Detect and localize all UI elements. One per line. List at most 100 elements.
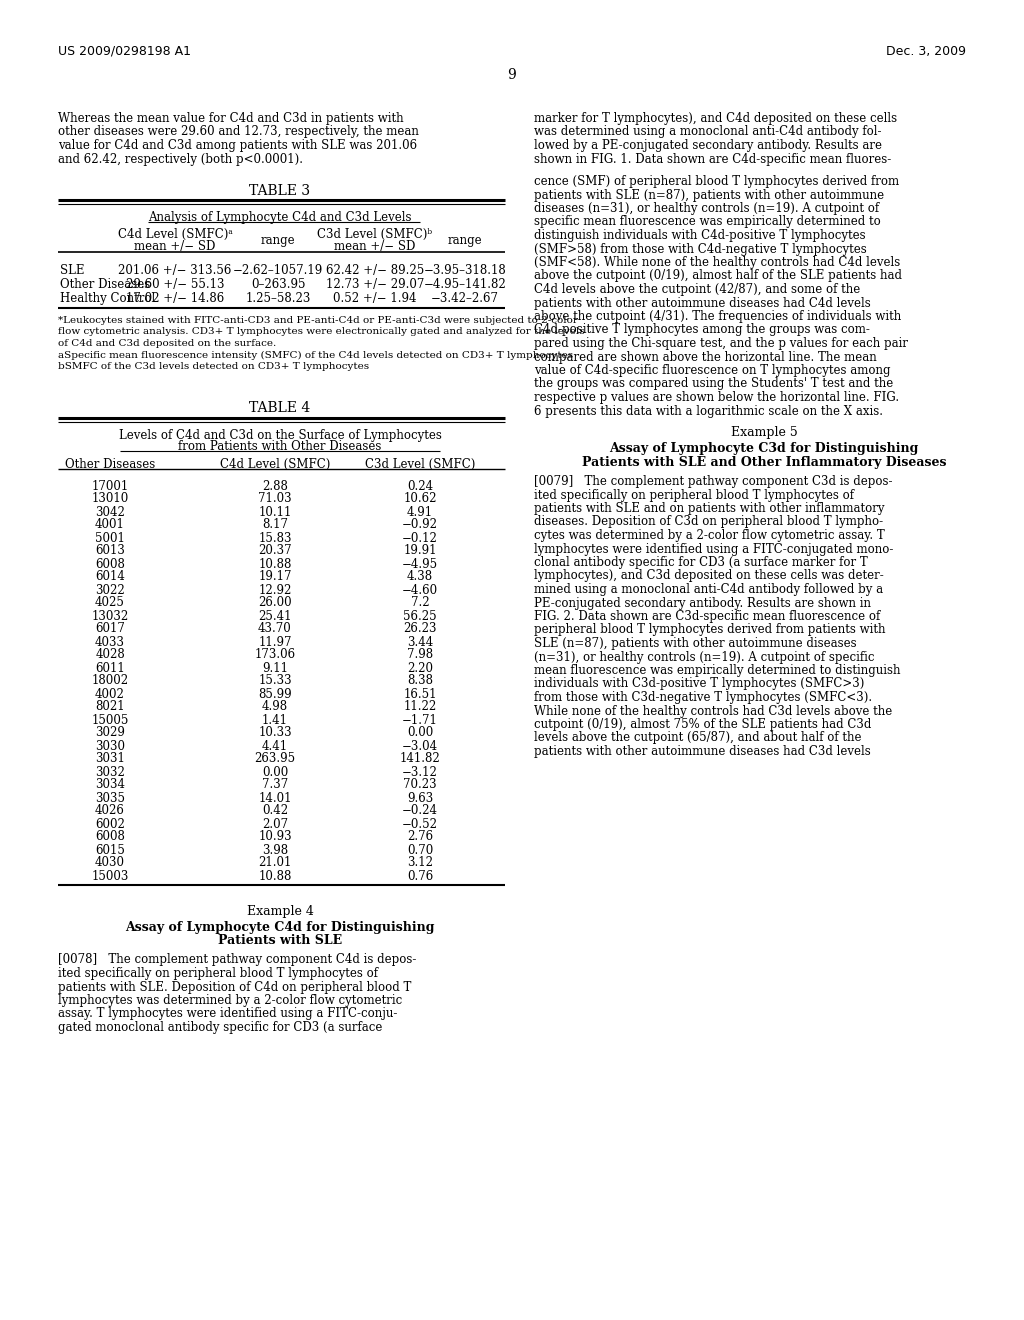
Text: assay. T lymphocytes were identified using a FITC-conju-: assay. T lymphocytes were identified usi… — [58, 1007, 397, 1020]
Text: clonal antibody specific for CD3 (a surface marker for T: clonal antibody specific for CD3 (a surf… — [534, 556, 867, 569]
Text: compared are shown above the horizontal line. The mean: compared are shown above the horizontal … — [534, 351, 877, 363]
Text: value of C4d-specific fluorescence on T lymphocytes among: value of C4d-specific fluorescence on T … — [534, 364, 891, 378]
Text: 12.73 +/− 29.07: 12.73 +/− 29.07 — [326, 279, 424, 290]
Text: C4d levels above the cutpoint (42/87), and some of the: C4d levels above the cutpoint (42/87), a… — [534, 282, 860, 296]
Text: 7.37: 7.37 — [262, 779, 288, 792]
Text: 10.11: 10.11 — [258, 506, 292, 519]
Text: Analysis of Lymphocyte C4d and C3d Levels: Analysis of Lymphocyte C4d and C3d Level… — [148, 211, 412, 224]
Text: 13010: 13010 — [91, 492, 129, 506]
Text: (SMF>58) from those with C4d-negative T lymphocytes: (SMF>58) from those with C4d-negative T … — [534, 243, 866, 256]
Text: 2.76: 2.76 — [407, 830, 433, 843]
Text: 3032: 3032 — [95, 766, 125, 779]
Text: 18002: 18002 — [91, 675, 129, 688]
Text: ited specifically on peripheral blood T lymphocytes of: ited specifically on peripheral blood T … — [58, 968, 378, 979]
Text: C3d Level (SMFC)ᵇ: C3d Level (SMFC)ᵇ — [317, 228, 432, 242]
Text: from those with C3d-negative T lymphocytes (SMFC<3).: from those with C3d-negative T lymphocyt… — [534, 690, 872, 704]
Text: above the cutpoint (4/31). The frequencies of individuals with: above the cutpoint (4/31). The frequenci… — [534, 310, 901, 323]
Text: cence (SMF) of peripheral blood T lymphocytes derived from: cence (SMF) of peripheral blood T lympho… — [534, 176, 899, 187]
Text: C4d Level (SMFC)ᵃ: C4d Level (SMFC)ᵃ — [118, 228, 232, 242]
Text: lymphocytes were identified using a FITC-conjugated mono-: lymphocytes were identified using a FITC… — [534, 543, 893, 556]
Text: other diseases were 29.60 and 12.73, respectively, the mean: other diseases were 29.60 and 12.73, res… — [58, 125, 419, 139]
Text: 9.11: 9.11 — [262, 661, 288, 675]
Text: C3d Level (SMFC): C3d Level (SMFC) — [365, 458, 475, 470]
Text: 56.25: 56.25 — [403, 610, 437, 623]
Text: 62.42 +/− 89.25: 62.42 +/− 89.25 — [326, 264, 424, 277]
Text: 3034: 3034 — [95, 779, 125, 792]
Text: −3.12: −3.12 — [402, 766, 438, 779]
Text: of C4d and C3d deposited on the surface.: of C4d and C3d deposited on the surface. — [58, 339, 276, 348]
Text: −2.62–1057.19: −2.62–1057.19 — [232, 264, 324, 277]
Text: pared using the Chi-square test, and the p values for each pair: pared using the Chi-square test, and the… — [534, 337, 908, 350]
Text: 3022: 3022 — [95, 583, 125, 597]
Text: While none of the healthy controls had C3d levels above the: While none of the healthy controls had C… — [534, 705, 892, 718]
Text: 70.23: 70.23 — [403, 779, 437, 792]
Text: Patients with SLE: Patients with SLE — [218, 935, 342, 948]
Text: 6014: 6014 — [95, 570, 125, 583]
Text: and 62.42, respectively (both p<0.0001).: and 62.42, respectively (both p<0.0001). — [58, 153, 303, 165]
Text: 4.38: 4.38 — [407, 570, 433, 583]
Text: 0.76: 0.76 — [407, 870, 433, 883]
Text: 7.98: 7.98 — [407, 648, 433, 661]
Text: above the cutpoint (0/19), almost half of the SLE patients had: above the cutpoint (0/19), almost half o… — [534, 269, 902, 282]
Text: PE-conjugated secondary antibody. Results are shown in: PE-conjugated secondary antibody. Result… — [534, 597, 871, 610]
Text: TABLE 3: TABLE 3 — [250, 183, 310, 198]
Text: 10.62: 10.62 — [403, 492, 437, 506]
Text: 9: 9 — [508, 69, 516, 82]
Text: 0.70: 0.70 — [407, 843, 433, 857]
Text: lymphocytes was determined by a 2-color flow cytometric: lymphocytes was determined by a 2-color … — [58, 994, 402, 1007]
Text: 2.07: 2.07 — [262, 817, 288, 830]
Text: 8.38: 8.38 — [407, 675, 433, 688]
Text: 0.00: 0.00 — [262, 766, 288, 779]
Text: 263.95: 263.95 — [254, 752, 296, 766]
Text: 4025: 4025 — [95, 597, 125, 610]
Text: 0.52 +/− 1.94: 0.52 +/− 1.94 — [333, 292, 417, 305]
Text: 2.88: 2.88 — [262, 479, 288, 492]
Text: −1.71: −1.71 — [402, 714, 438, 726]
Text: 141.82: 141.82 — [399, 752, 440, 766]
Text: 8.17: 8.17 — [262, 519, 288, 532]
Text: 16.51: 16.51 — [403, 688, 437, 701]
Text: bSMFC of the C3d levels detected on CD3+ T lymphocytes: bSMFC of the C3d levels detected on CD3+… — [58, 362, 369, 371]
Text: Other Diseases: Other Diseases — [60, 279, 151, 290]
Text: Patients with SLE and Other Inflammatory Diseases: Patients with SLE and Other Inflammatory… — [582, 455, 946, 469]
Text: 29.60 +/− 55.13: 29.60 +/− 55.13 — [126, 279, 224, 290]
Text: −3.42–2.67: −3.42–2.67 — [431, 292, 499, 305]
Text: US 2009/0298198 A1: US 2009/0298198 A1 — [58, 45, 191, 58]
Text: SLE: SLE — [60, 264, 85, 277]
Text: from Patients with Other Diseases: from Patients with Other Diseases — [178, 441, 382, 454]
Text: Other Diseases: Other Diseases — [65, 458, 155, 470]
Text: 19.91: 19.91 — [403, 544, 437, 557]
Text: (n=31), or healthy controls (n=19). A cutpoint of specific: (n=31), or healthy controls (n=19). A cu… — [534, 651, 874, 664]
Text: 6015: 6015 — [95, 843, 125, 857]
Text: 4028: 4028 — [95, 648, 125, 661]
Text: flow cytometric analysis. CD3+ T lymphocytes were electronically gated and analy: flow cytometric analysis. CD3+ T lymphoc… — [58, 327, 585, 337]
Text: 4.91: 4.91 — [407, 506, 433, 519]
Text: value for C4d and C3d among patients with SLE was 201.06: value for C4d and C3d among patients wit… — [58, 139, 417, 152]
Text: 21.01: 21.01 — [258, 857, 292, 870]
Text: patients with other autoimmune diseases had C3d levels: patients with other autoimmune diseases … — [534, 744, 870, 758]
Text: mean +/− SD: mean +/− SD — [334, 240, 416, 253]
Text: 4.98: 4.98 — [262, 701, 288, 714]
Text: specific mean fluorescence was empirically determined to: specific mean fluorescence was empirical… — [534, 215, 881, 228]
Text: 15.83: 15.83 — [258, 532, 292, 544]
Text: 2.20: 2.20 — [407, 661, 433, 675]
Text: −0.12: −0.12 — [402, 532, 438, 544]
Text: −4.95: −4.95 — [402, 557, 438, 570]
Text: lymphocytes), and C3d deposited on these cells was deter-: lymphocytes), and C3d deposited on these… — [534, 569, 884, 582]
Text: 15003: 15003 — [91, 870, 129, 883]
Text: shown in FIG. 1. Data shown are C4d-specific mean fluores-: shown in FIG. 1. Data shown are C4d-spec… — [534, 153, 891, 165]
Text: cytes was determined by a 2-color flow cytometric assay. T: cytes was determined by a 2-color flow c… — [534, 529, 885, 543]
Text: 10.88: 10.88 — [258, 557, 292, 570]
Text: marker for T lymphocytes), and C4d deposited on these cells: marker for T lymphocytes), and C4d depos… — [534, 112, 897, 125]
Text: 4002: 4002 — [95, 688, 125, 701]
Text: *Leukocytes stained with FITC-anti-CD3 and PE-anti-C4d or PE-anti-C3d were subje: *Leukocytes stained with FITC-anti-CD3 a… — [58, 315, 578, 325]
Text: 11.97: 11.97 — [258, 635, 292, 648]
Text: 4001: 4001 — [95, 519, 125, 532]
Text: (SMF<58). While none of the healthy controls had C4d levels: (SMF<58). While none of the healthy cont… — [534, 256, 900, 269]
Text: aSpecific mean fluorescence intensity (SMFC) of the C4d levels detected on CD3+ : aSpecific mean fluorescence intensity (S… — [58, 351, 573, 359]
Text: 173.06: 173.06 — [254, 648, 296, 661]
Text: individuals with C3d-positive T lymphocytes (SMFC>3): individuals with C3d-positive T lymphocy… — [534, 677, 864, 690]
Text: −3.04: −3.04 — [402, 739, 438, 752]
Text: ited specifically on peripheral blood T lymphocytes of: ited specifically on peripheral blood T … — [534, 488, 854, 502]
Text: 3029: 3029 — [95, 726, 125, 739]
